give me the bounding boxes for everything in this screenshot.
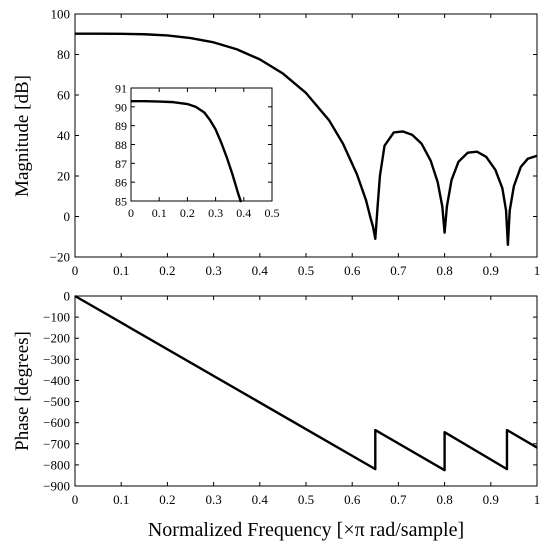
x-tick-label: 0.5 (298, 492, 314, 507)
y-tick-label: −400 (43, 373, 70, 388)
x-tick-label: 0.4 (252, 492, 269, 507)
magnitude-y-ticks: −20 0 20 40 60 80 100 (50, 7, 537, 265)
phase-panel: 0 0.1 0.2 0.3 0.4 0.5 0.6 0.7 0.8 0.9 1 −900 −800 −7… (12, 289, 540, 508)
magnitude-x-ticks: 0 0.1 0.2 0.3 0.4 0.5 0.6 0.7 0.8 0.9 1 (72, 14, 541, 278)
x-tick-label: 0.7 (390, 492, 407, 507)
y-tick-label: −900 (43, 479, 70, 494)
y-tick-label: 0 (64, 289, 71, 304)
magnitude-y-axis-label: Magnitude [dB] (12, 75, 33, 197)
x-tick-label: 0.7 (390, 263, 407, 278)
y-tick-label: 40 (57, 128, 70, 143)
y-tick-label: 89 (115, 119, 127, 133)
x-tick-label: 0.5 (265, 206, 280, 220)
y-tick-label: −300 (43, 352, 70, 367)
x-tick-label: 0.9 (483, 263, 499, 278)
x-tick-label: 0.4 (236, 206, 251, 220)
x-tick-label: 0 (128, 206, 134, 220)
x-tick-label: 0.2 (159, 492, 175, 507)
x-tick-label: 0.2 (159, 263, 175, 278)
inset-y-ticks: 85 86 87 88 89 90 91 (115, 82, 272, 209)
phase-y-axis-label: Phase [degrees] (12, 331, 33, 451)
phase-plot-frame (74, 295, 538, 487)
phase-y-ticks: −900 −800 −700 −600 −500 −400 −300 −200 −100 0 (43, 289, 537, 494)
phase-x-ticks: 0 0.1 0.2 0.3 0.4 0.5 0.6 0.7 0.8 0.9 1 (72, 296, 541, 507)
y-tick-label: −600 (43, 415, 70, 430)
phase-series-line (74, 294, 538, 472)
x-tick-label: 0.1 (113, 263, 129, 278)
x-axis-label: Normalized Frequency [×π rad/sample] (148, 519, 464, 541)
x-tick-label: 0.3 (208, 206, 223, 220)
y-tick-label: 0 (64, 209, 71, 224)
y-tick-label: 90 (115, 100, 127, 114)
inset-plot-frame (130, 87, 273, 202)
x-tick-label: 0 (72, 492, 79, 507)
y-tick-label: 88 (115, 138, 127, 152)
y-tick-label: −500 (43, 394, 70, 409)
x-tick-label: 0.8 (436, 492, 452, 507)
y-tick-label: 80 (57, 47, 70, 62)
x-tick-label: 0.2 (180, 206, 195, 220)
y-tick-label: −200 (43, 331, 70, 346)
y-tick-label: −20 (50, 250, 70, 265)
x-tick-label: 0.1 (113, 492, 129, 507)
x-tick-label: 0.1 (152, 206, 167, 220)
x-tick-label: 0.6 (344, 492, 361, 507)
x-tick-label: 0.3 (205, 263, 221, 278)
y-tick-label: −100 (43, 310, 70, 325)
y-tick-label: 20 (57, 169, 70, 184)
y-tick-label: −800 (43, 457, 70, 472)
y-tick-label: 60 (57, 88, 70, 103)
y-tick-label: 100 (51, 7, 71, 22)
inset-background (131, 88, 272, 201)
x-tick-label: 0.6 (344, 263, 361, 278)
y-tick-label: 85 (115, 195, 127, 209)
y-tick-label: 91 (115, 82, 127, 96)
x-tick-label: 0.3 (205, 492, 221, 507)
x-tick-label: 0.4 (252, 263, 269, 278)
magnitude-inset-panel: 0 0.1 0.2 0.3 0.4 0.5 85 86 87 88 89 90 91 (115, 82, 280, 221)
y-tick-label: 87 (115, 157, 127, 171)
x-tick-label: 0.9 (483, 492, 499, 507)
inset-x-ticks: 0 0.1 0.2 0.3 0.4 0.5 (128, 88, 280, 220)
x-tick-label: 0 (72, 263, 79, 278)
x-tick-label: 1 (534, 492, 541, 507)
y-tick-label: 86 (115, 176, 127, 190)
x-tick-label: 0.5 (298, 263, 314, 278)
x-tick-label: 0.8 (436, 263, 452, 278)
y-tick-label: −700 (43, 436, 70, 451)
magnitude-panel: 0 0.1 0.2 0.3 0.4 0.5 0.6 0.7 0.8 0.9 1 −200204060… (12, 7, 540, 279)
x-tick-label: 1 (534, 263, 541, 278)
inset-series-line (131, 99, 243, 203)
magnitude-series-line (75, 32, 538, 247)
